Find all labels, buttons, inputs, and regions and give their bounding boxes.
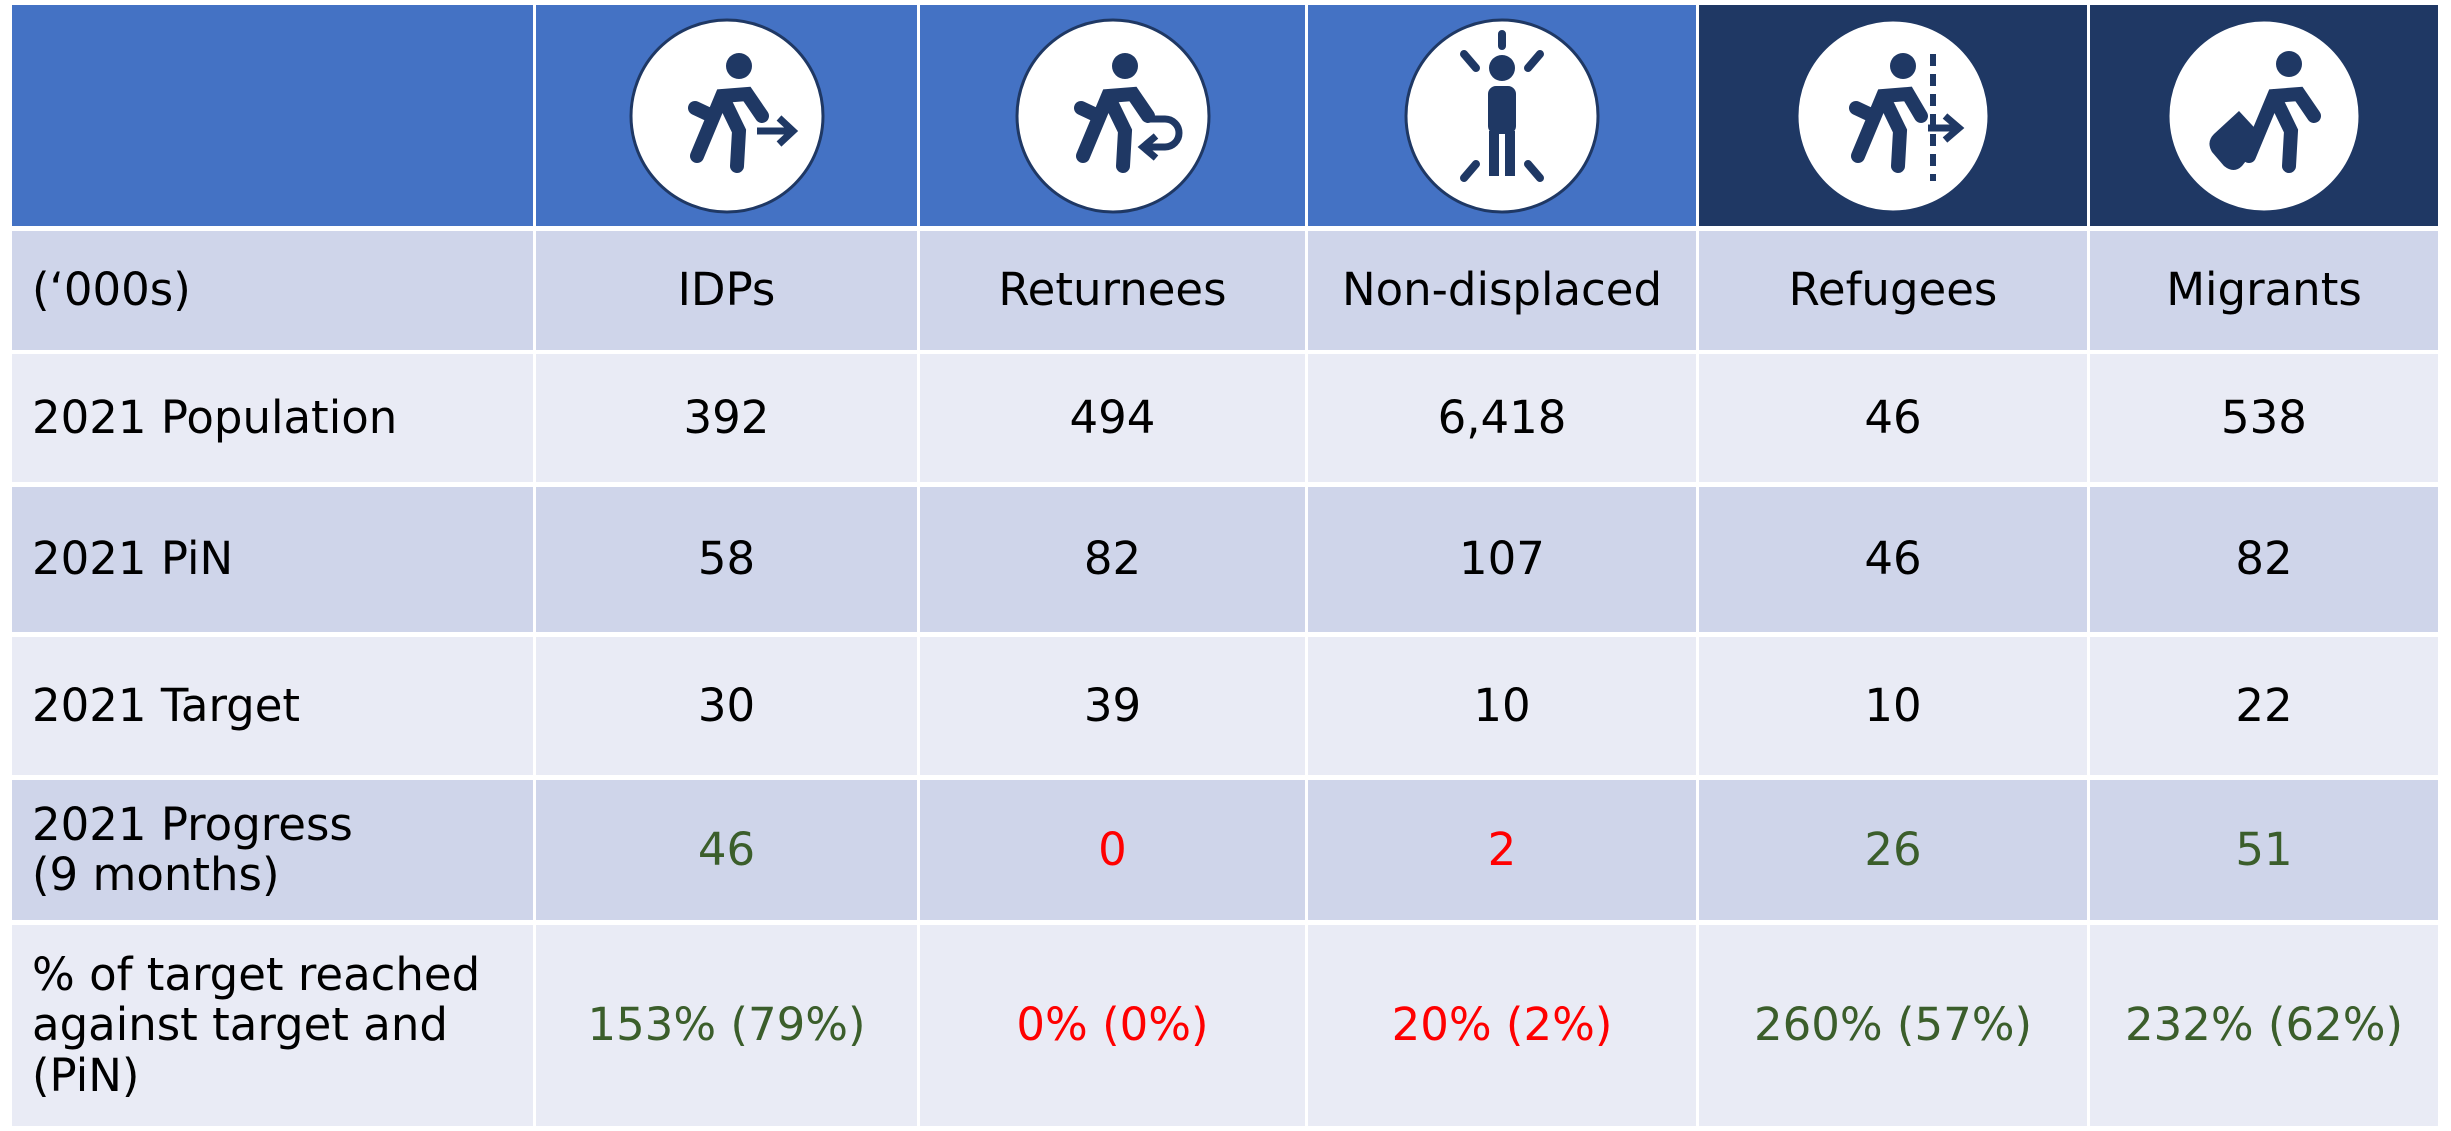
group-icon — [1404, 18, 1600, 213]
table-cell: 392 — [536, 354, 917, 482]
table-cell: 2021 Population — [12, 354, 533, 482]
header-cell — [1308, 5, 1696, 226]
table-cell: 232% (62%) — [2090, 925, 2438, 1126]
header-cell — [920, 5, 1305, 226]
table-cell: Migrants — [2090, 231, 2438, 350]
table-cell: 22 — [2090, 637, 2438, 775]
header-cell — [536, 5, 917, 226]
header-cell — [1699, 5, 2087, 226]
group-icon — [2166, 18, 2362, 213]
table-cell: 30 — [536, 637, 917, 775]
table-cell: 46 — [1699, 354, 2087, 482]
table-cell: 107 — [1308, 487, 1696, 632]
table-cell: 0 — [920, 780, 1305, 920]
group-icon — [1795, 18, 1991, 213]
table-cell: Returnees — [920, 231, 1305, 350]
table-cell: 10 — [1699, 637, 2087, 775]
group-icon — [1015, 18, 1210, 213]
table-cell: 2021 Target — [12, 637, 533, 775]
table-cell: 2021 Progress (9 months) — [12, 780, 533, 920]
header-cell — [12, 5, 533, 226]
table-cell: 2021 PiN — [12, 487, 533, 632]
table-cell: 46 — [536, 780, 917, 920]
table-cell: 58 — [536, 487, 917, 632]
group-icon — [629, 18, 824, 213]
table-cell: 10 — [1308, 637, 1696, 775]
table-cell: 538 — [2090, 354, 2438, 482]
table-cell: Non-displaced — [1308, 231, 1696, 350]
table-cell: 153% (79%) — [536, 925, 917, 1126]
table-cell: 46 — [1699, 487, 2087, 632]
table-cell: 20% (2%) — [1308, 925, 1696, 1126]
table-cell: IDPs — [536, 231, 917, 350]
table-cell: 82 — [2090, 487, 2438, 632]
table-cell: 6,418 — [1308, 354, 1696, 482]
table-cell: 51 — [2090, 780, 2438, 920]
table-cell: 494 — [920, 354, 1305, 482]
table-cell: 26 — [1699, 780, 2087, 920]
table-cell: 260% (57%) — [1699, 925, 2087, 1126]
header-cell — [2090, 5, 2438, 226]
table-cell: 0% (0%) — [920, 925, 1305, 1126]
table-cell: (‘000s) — [12, 231, 533, 350]
table-cell: 82 — [920, 487, 1305, 632]
table-cell: Refugees — [1699, 231, 2087, 350]
table-cell: % of target reached against target and (… — [12, 925, 533, 1126]
table-cell: 39 — [920, 637, 1305, 775]
table-cell: 2 — [1308, 780, 1696, 920]
